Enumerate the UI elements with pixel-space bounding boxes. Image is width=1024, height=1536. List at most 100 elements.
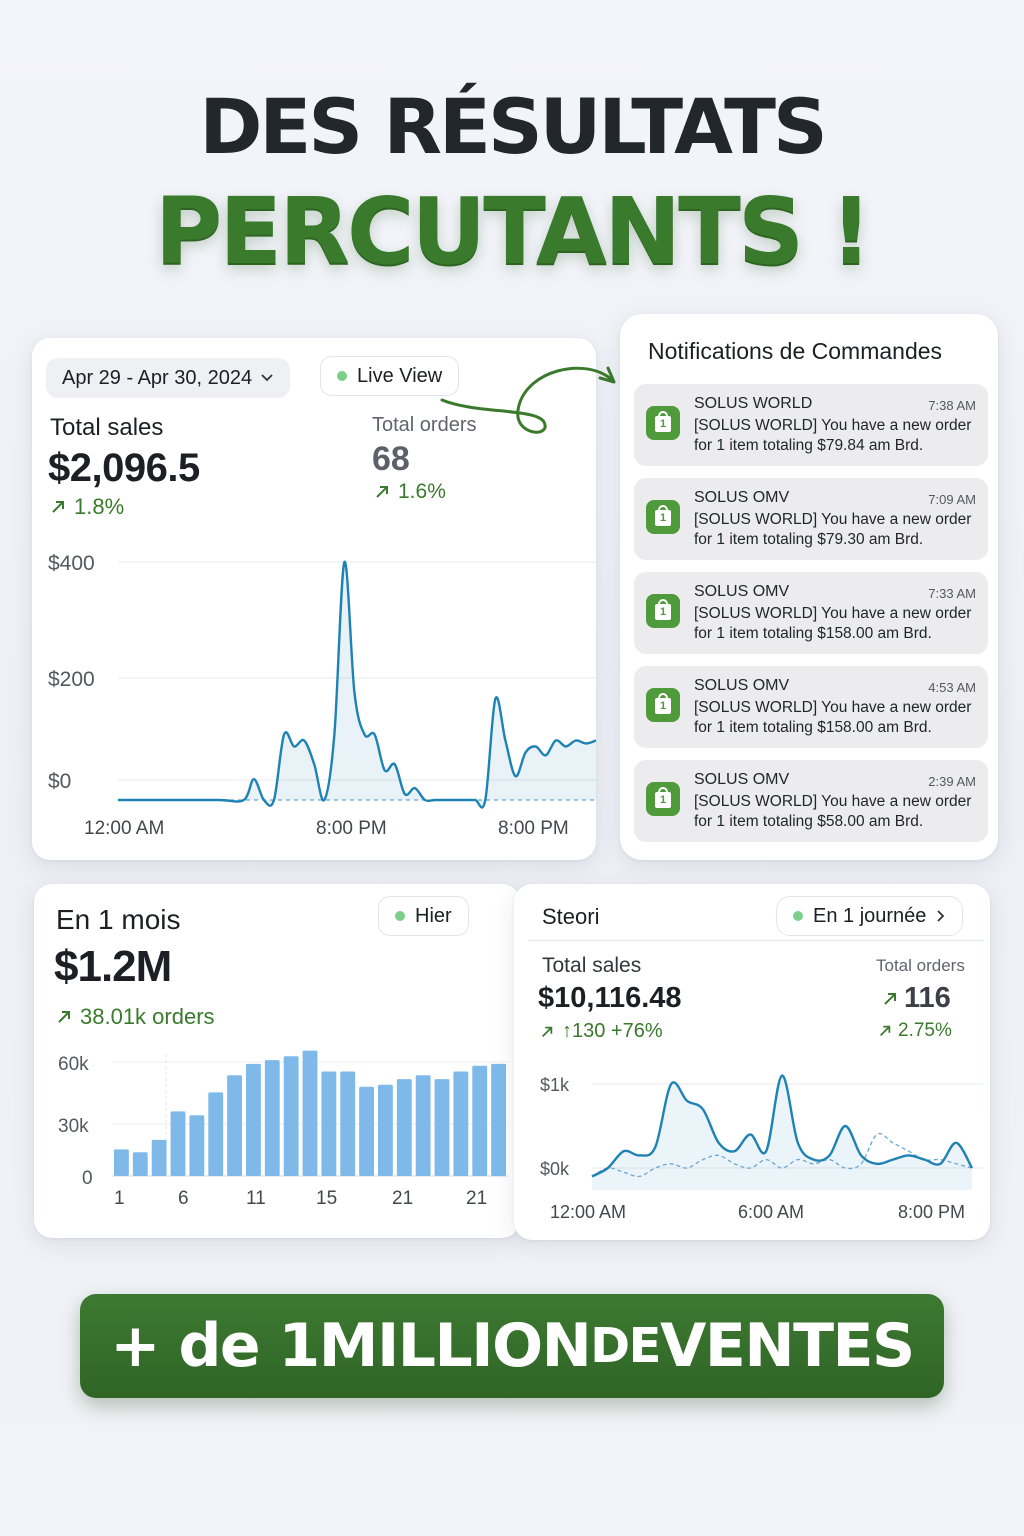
notification-sender: SOLUS OMV xyxy=(694,489,790,506)
date-range-label: Apr 29 - Apr 30, 2024 xyxy=(62,366,253,389)
y-tick-label: $200 xyxy=(48,668,95,691)
bar xyxy=(246,1063,261,1176)
banner-part-2: MILLION xyxy=(318,1311,592,1381)
bar xyxy=(453,1071,469,1176)
notification-item[interactable]: 1 SOLUS WORLD 7:38 AM [SOLUS WORLD] You … xyxy=(634,384,988,466)
x-tick-label: 12:00 AM xyxy=(550,1202,626,1222)
date-range-selector[interactable]: Apr 29 - Apr 30, 2024 xyxy=(46,358,291,398)
y-tick-label: $0 xyxy=(48,770,71,793)
notification-item[interactable]: 1 SOLUS OMV 2:39 AM [SOLUS WORLD] You ha… xyxy=(634,760,988,842)
filter-day-label: En 1 journée xyxy=(813,904,927,927)
total-orders-label: Total orders xyxy=(372,414,477,436)
notification-time: 4:53 AM xyxy=(928,680,976,695)
notification-item[interactable]: 1 SOLUS OMV 7:33 AM [SOLUS WORLD] You ha… xyxy=(634,572,988,654)
bar xyxy=(472,1065,488,1176)
bar xyxy=(396,1079,412,1176)
day-total-orders-number: 116 xyxy=(904,982,951,1014)
bar xyxy=(189,1115,205,1176)
banner-part-1: + de 1 xyxy=(110,1311,320,1381)
total-orders-change: 1.6% xyxy=(374,480,446,504)
total-sales-label: Total sales xyxy=(50,414,164,441)
live-dot-icon xyxy=(337,371,347,381)
notification-time: 7:33 AM xyxy=(928,586,976,601)
live-view-button[interactable]: Live View xyxy=(320,356,460,396)
arrow-up-right-icon xyxy=(58,1011,70,1023)
chevron-right-icon xyxy=(937,910,945,922)
bar xyxy=(170,1111,186,1176)
notification-sender: SOLUS OMV xyxy=(694,771,790,788)
notification-time: 7:38 AM xyxy=(928,398,976,413)
bar xyxy=(491,1063,506,1176)
y-tick-label: $400 xyxy=(48,552,95,575)
x-tick-label: 8:00 PM xyxy=(898,1202,965,1222)
bar xyxy=(132,1152,148,1176)
day-total-sales-value: $10,116.48 xyxy=(538,982,682,1014)
total-sales-change: 1.8% xyxy=(50,494,124,520)
bar xyxy=(302,1050,318,1176)
store-name: Steori xyxy=(542,904,600,929)
arrow-up-right-icon xyxy=(542,1026,553,1037)
bar xyxy=(340,1071,356,1176)
bar xyxy=(208,1092,224,1176)
shopping-bag-icon: 1 xyxy=(646,688,680,722)
day-total-sales-label: Total sales xyxy=(542,954,642,977)
notification-sender: SOLUS OMV xyxy=(694,583,790,600)
total-sales-change-value: 1.8% xyxy=(74,494,125,519)
daily-sales-card: Steori En 1 journée Total sales $10,116.… xyxy=(514,884,990,1240)
headline-line-1: DES RÉSULTATS xyxy=(199,82,827,171)
series-line xyxy=(591,1074,974,1178)
x-tick-label: 21 xyxy=(392,1188,413,1209)
filter-day-button[interactable]: En 1 journée xyxy=(776,896,964,936)
series-line xyxy=(118,560,596,809)
bar xyxy=(321,1071,337,1176)
arrow-up-right-icon xyxy=(880,1025,891,1036)
headline-line-2: PERCUTANTS ! xyxy=(154,178,872,285)
y-tick-label: 0 xyxy=(82,1168,93,1189)
shopping-bag-icon: 1 xyxy=(646,594,680,628)
series-area xyxy=(118,561,596,808)
month-title: En 1 mois xyxy=(56,904,181,935)
bar xyxy=(227,1075,242,1176)
filter-hier-button[interactable]: Hier xyxy=(378,896,469,936)
notification-sender: SOLUS OMV xyxy=(694,677,790,694)
y-tick-label: $1k xyxy=(540,1075,570,1095)
x-tick-label: 8:00 PM xyxy=(498,818,569,839)
bar xyxy=(264,1060,280,1176)
live-sales-card: Apr 29 - Apr 30, 2024 Live View Total sa… xyxy=(32,338,596,860)
daily-line-chart: $1k $0k 12:00 AM 6:00 AM 8:00 PM xyxy=(540,1074,984,1222)
notification-message: [SOLUS WORLD] You have a new order for 1… xyxy=(694,605,972,642)
monthly-sales-card: En 1 mois Hier $1.2M 38.01k orders 60k 30… xyxy=(34,884,520,1238)
day-total-orders-label: Total orders xyxy=(876,956,965,975)
series-area xyxy=(592,1075,972,1190)
notification-message: [SOLUS WORLD] You have a new order for 1… xyxy=(694,699,972,736)
arrow-up-right-icon xyxy=(376,486,388,498)
bar xyxy=(359,1086,374,1176)
month-orders-change-value: 38.01k orders xyxy=(80,1004,215,1029)
notification-time: 7:09 AM xyxy=(928,492,976,507)
day-total-orders-change: 2.75% xyxy=(878,1020,952,1042)
notifications-title: Notifications de Commandes xyxy=(648,338,943,364)
month-orders-change: 38.01k orders xyxy=(56,1004,215,1030)
status-dot-icon xyxy=(793,911,803,921)
bar xyxy=(151,1139,167,1176)
bar xyxy=(434,1079,450,1176)
monthly-bar-chart: 60k 30k 01 6 11 15 21 21 xyxy=(58,1050,508,1209)
total-sales-value: $2,096.5 xyxy=(48,446,200,490)
shopping-bag-icon: 1 xyxy=(646,500,680,534)
notification-item[interactable]: 1 SOLUS OMV 7:09 AM [SOLUS WORLD] You ha… xyxy=(634,478,988,560)
shopping-bag-icon: 1 xyxy=(646,782,680,816)
banner-part-3: DE xyxy=(590,1318,661,1374)
month-value: $1.2M xyxy=(54,942,172,991)
arrow-up-right-icon xyxy=(52,501,64,513)
notification-time: 2:39 AM xyxy=(928,774,976,789)
chevron-down-icon xyxy=(261,374,273,382)
notification-item[interactable]: 1 SOLUS OMV 4:53 AM [SOLUS WORLD] You ha… xyxy=(634,666,988,748)
header-divider xyxy=(528,940,984,941)
sales-banner: + de 1 MILLION DE VENTES xyxy=(80,1294,944,1398)
x-tick-label: 15 xyxy=(316,1188,337,1209)
x-tick-label: 6:00 AM xyxy=(738,1202,804,1222)
notification-sender: SOLUS WORLD xyxy=(694,395,813,412)
live-view-label: Live View xyxy=(357,364,443,387)
notification-message: [SOLUS WORLD] You have a new order for 1… xyxy=(694,417,972,454)
banner-part-4: VENTES xyxy=(659,1311,915,1381)
